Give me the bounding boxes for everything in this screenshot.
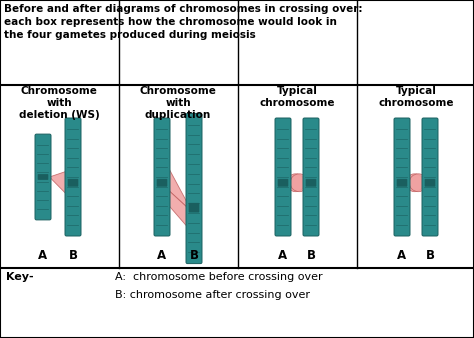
Text: B: B xyxy=(307,249,316,262)
Text: B: chromosome after crossing over: B: chromosome after crossing over xyxy=(115,290,310,300)
FancyBboxPatch shape xyxy=(186,114,202,264)
Text: A: A xyxy=(157,249,166,262)
Text: B: B xyxy=(69,249,78,262)
Text: B: B xyxy=(190,249,199,262)
Ellipse shape xyxy=(290,174,309,192)
FancyBboxPatch shape xyxy=(278,179,288,187)
Text: Chromosome
with
deletion (WS): Chromosome with deletion (WS) xyxy=(18,86,100,120)
Text: A: A xyxy=(397,249,407,262)
Ellipse shape xyxy=(409,174,428,192)
FancyBboxPatch shape xyxy=(65,118,81,236)
FancyBboxPatch shape xyxy=(397,179,407,187)
FancyBboxPatch shape xyxy=(306,179,316,187)
FancyBboxPatch shape xyxy=(68,179,78,187)
Text: A: A xyxy=(278,249,288,262)
FancyBboxPatch shape xyxy=(394,118,410,236)
Text: A:  chromosome before crossing over: A: chromosome before crossing over xyxy=(115,272,323,282)
Text: Chromosome
with
duplication: Chromosome with duplication xyxy=(139,86,217,120)
FancyBboxPatch shape xyxy=(425,179,435,187)
FancyBboxPatch shape xyxy=(157,179,167,187)
Polygon shape xyxy=(49,171,66,194)
Text: A: A xyxy=(38,249,47,262)
Text: Typical
chromosome: Typical chromosome xyxy=(378,86,454,108)
FancyBboxPatch shape xyxy=(422,118,438,236)
FancyBboxPatch shape xyxy=(154,118,170,236)
Polygon shape xyxy=(168,190,188,227)
Text: B: B xyxy=(426,249,435,262)
FancyBboxPatch shape xyxy=(275,118,291,236)
Ellipse shape xyxy=(406,174,424,192)
FancyBboxPatch shape xyxy=(35,134,51,220)
Text: Typical
chromosome: Typical chromosome xyxy=(259,86,335,108)
FancyBboxPatch shape xyxy=(38,174,48,180)
FancyBboxPatch shape xyxy=(303,118,319,236)
Polygon shape xyxy=(168,168,188,208)
Ellipse shape xyxy=(287,174,305,192)
Text: Key-: Key- xyxy=(6,272,34,282)
FancyBboxPatch shape xyxy=(189,203,199,212)
Text: Before and after diagrams of chromosomes in crossing over:
each box represents h: Before and after diagrams of chromosomes… xyxy=(4,4,363,40)
